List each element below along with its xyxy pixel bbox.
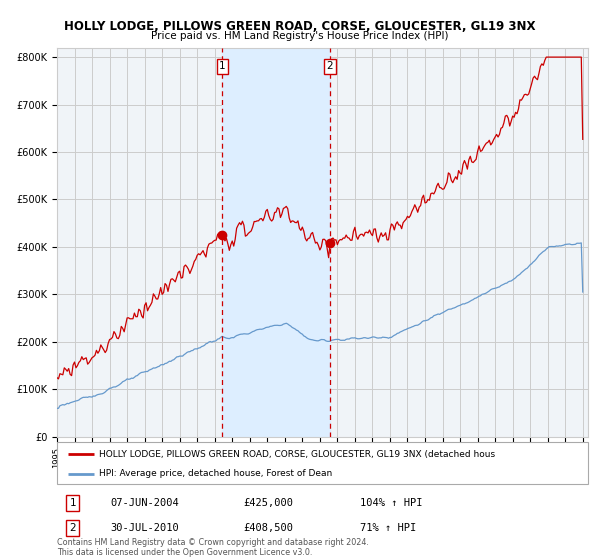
Text: 71% ↑ HPI: 71% ↑ HPI [359, 523, 416, 533]
Text: HOLLY LODGE, PILLOWS GREEN ROAD, CORSE, GLOUCESTER, GL19 3NX (detached hous: HOLLY LODGE, PILLOWS GREEN ROAD, CORSE, … [100, 450, 496, 459]
Text: Contains HM Land Registry data © Crown copyright and database right 2024.
This d: Contains HM Land Registry data © Crown c… [57, 538, 369, 557]
Bar [223, 48, 330, 437]
Text: 30-JUL-2010: 30-JUL-2010 [110, 523, 179, 533]
Text: 104% ↑ HPI: 104% ↑ HPI [359, 498, 422, 508]
Text: £408,500: £408,500 [243, 523, 293, 533]
Text: 07-JUN-2004: 07-JUN-2004 [110, 498, 179, 508]
Text: HPI: Average price, detached house, Forest of Dean: HPI: Average price, detached house, Fore… [100, 469, 333, 478]
Text: 1: 1 [219, 61, 226, 71]
Text: £425,000: £425,000 [243, 498, 293, 508]
Text: Price paid vs. HM Land Registry's House Price Index (HPI): Price paid vs. HM Land Registry's House … [151, 31, 449, 41]
Text: 2: 2 [327, 61, 334, 71]
Text: 1: 1 [70, 498, 76, 508]
FancyBboxPatch shape [57, 442, 588, 484]
Text: HOLLY LODGE, PILLOWS GREEN ROAD, CORSE, GLOUCESTER, GL19 3NX: HOLLY LODGE, PILLOWS GREEN ROAD, CORSE, … [64, 20, 536, 32]
Text: 2: 2 [70, 523, 76, 533]
